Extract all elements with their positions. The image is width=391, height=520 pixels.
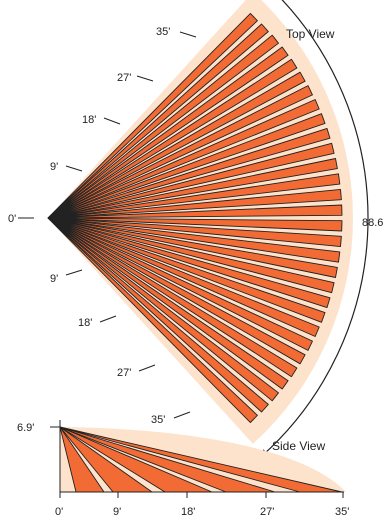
lower-distance-label-18: 18' [78, 317, 92, 329]
detection-beam [47, 217, 313, 351]
side-axis-label-9: 9' [113, 506, 121, 518]
detection-beam [47, 71, 306, 219]
side-view: Side View 6.9' 0' 9' 18' 27' 35' [17, 420, 349, 518]
detection-beam [47, 12, 258, 219]
detection-beam [47, 217, 306, 365]
top-view-distance-ticks [18, 31, 197, 419]
lower-tick-35 [173, 411, 191, 419]
upper-distance-label-35: 35' [156, 26, 170, 38]
side-view-distance-ticks [59, 492, 344, 498]
lower-distance-label-9: 9' [50, 273, 58, 285]
detection-beam [47, 34, 279, 219]
lower-tick-27 [138, 364, 156, 372]
lower-distance-label-27: 27' [117, 367, 131, 379]
side-axis-label-35: 35' [335, 506, 349, 518]
detection-beam [47, 58, 298, 219]
side-axis-label-18: 18' [181, 506, 195, 518]
detection-beam [47, 46, 289, 219]
side-axis-label-0: 0' [55, 506, 63, 518]
detection-beam [47, 217, 320, 337]
side-view-title: Side View [272, 439, 325, 453]
detection-beam [47, 217, 258, 424]
upper-tick-9 [65, 165, 83, 172]
detection-beam [47, 217, 289, 390]
upper-tick-35 [179, 31, 197, 38]
lower-tick-18 [99, 315, 117, 323]
side-axis-label-27: 27' [260, 506, 274, 518]
height-label: 6.9' [17, 422, 34, 434]
detection-beam [47, 217, 298, 378]
center-label: 0' [8, 213, 16, 225]
upper-distance-label-27: 27' [117, 72, 131, 84]
detection-beam [47, 85, 313, 219]
upper-distance-label-18: 18' [82, 114, 96, 126]
lower-tick-9 [65, 269, 83, 276]
angle-label: 88.6 [362, 217, 383, 229]
top-view-title: Top View [286, 27, 335, 41]
upper-tick-18 [103, 117, 121, 125]
detection-beam [47, 99, 320, 219]
upper-tick-27 [136, 75, 154, 82]
lower-distance-label-35: 35' [151, 414, 165, 426]
upper-distance-label-9: 9' [50, 161, 58, 173]
detection-beam [47, 217, 279, 402]
top-view: Top View 88.6 0' 9' 18' 27' 35' 9' 18' 2… [8, 0, 383, 458]
top-view-angle-arc [254, 0, 369, 458]
